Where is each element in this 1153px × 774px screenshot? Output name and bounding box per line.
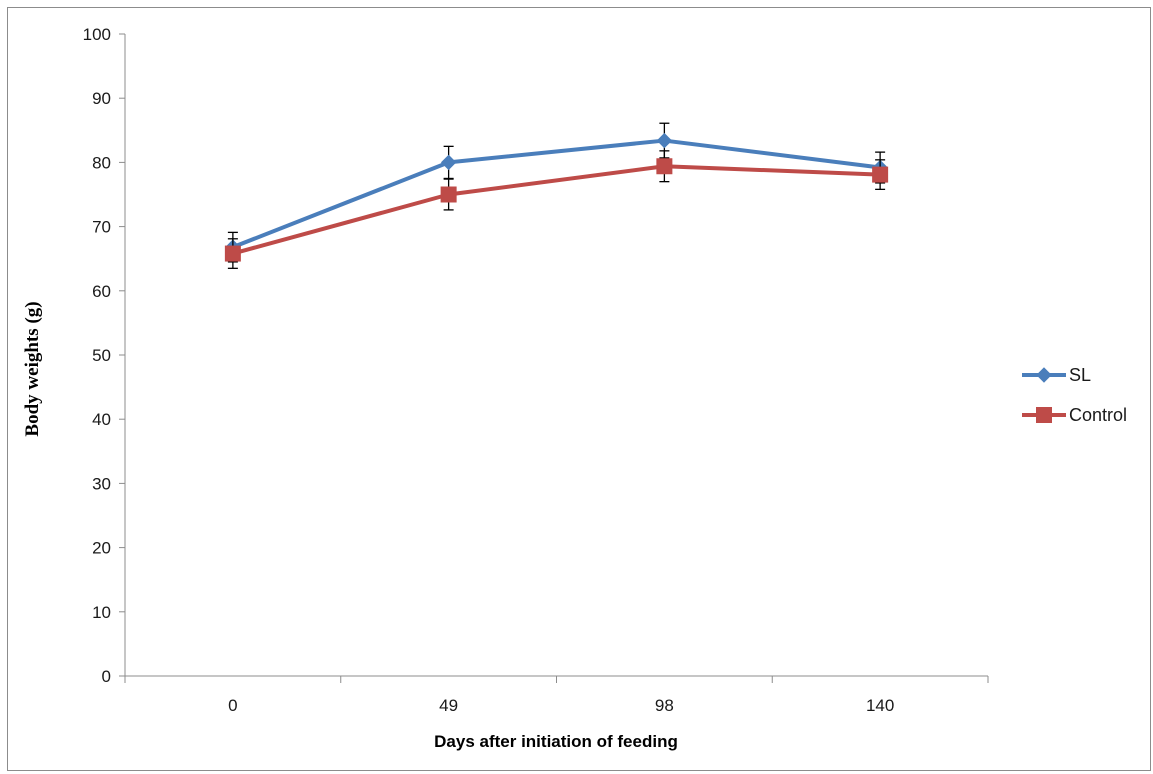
legend-marker-control — [1036, 407, 1052, 423]
x-tick-label: 98 — [655, 696, 674, 715]
x-tick-label: 0 — [228, 696, 237, 715]
legend-marker-sl — [1036, 367, 1052, 383]
x-axis: 0 49 98 140 — [124, 675, 989, 715]
y-tick-label: 10 — [92, 603, 111, 622]
series-line-sl — [230, 138, 883, 250]
y-axis: 0 10 20 30 40 50 60 70 80 90 100 — [83, 25, 126, 686]
data-point-control — [872, 166, 889, 183]
chart-frame — [7, 7, 1151, 771]
data-point-control — [224, 245, 241, 262]
legend-label-sl: SL — [1069, 365, 1091, 385]
series-control — [224, 150, 889, 269]
y-tick-label: 90 — [92, 89, 111, 108]
y-tick-label: 40 — [92, 410, 111, 429]
x-tick-label: 49 — [439, 696, 458, 715]
y-axis-title: Body weights (g) — [22, 301, 43, 436]
data-point-control — [656, 158, 673, 175]
series-layer — [224, 122, 889, 269]
y-tick-label: 30 — [92, 474, 111, 493]
y-tick-label: 80 — [92, 153, 111, 172]
x-tick-label: 140 — [866, 696, 894, 715]
series-line-control — [230, 164, 883, 256]
legend: SL Control — [1022, 365, 1127, 425]
data-point-sl — [656, 132, 673, 149]
y-tick-label: 50 — [92, 346, 111, 365]
y-tick-label: 100 — [83, 25, 111, 44]
y-tick-label: 70 — [92, 218, 111, 237]
legend-item-sl: SL — [1022, 365, 1091, 385]
legend-label-control: Control — [1069, 405, 1127, 425]
legend-item-control: Control — [1022, 405, 1127, 425]
y-tick-label: 60 — [92, 282, 111, 301]
series-sl — [225, 122, 888, 263]
data-point-control — [440, 186, 457, 203]
data-point-sl — [440, 154, 457, 171]
y-tick-label: 20 — [92, 539, 111, 558]
y-tick-label: 0 — [102, 667, 111, 686]
x-axis-title: Days after initiation of feeding — [434, 732, 678, 751]
